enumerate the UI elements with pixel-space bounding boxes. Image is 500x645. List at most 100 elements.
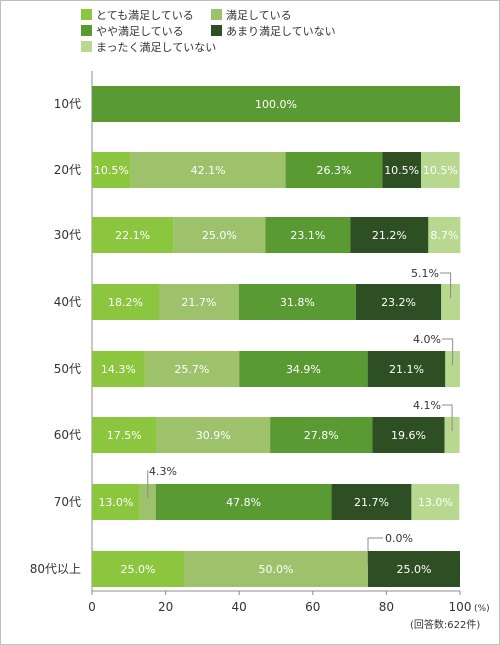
bar-value-label: 27.8% <box>304 429 339 442</box>
callout-label: 4.3% <box>149 465 177 478</box>
bar-segment <box>92 217 174 253</box>
bar-value-label: 19.6% <box>391 429 426 442</box>
bar-segment <box>368 551 460 587</box>
bar-segment <box>238 284 356 320</box>
category-label: 10代 <box>54 97 81 111</box>
x-tick-label: 0 <box>88 600 96 614</box>
category-label: 50代 <box>54 362 81 376</box>
bar-segment <box>130 152 286 188</box>
category-label: 60代 <box>54 428 81 442</box>
bar-segment <box>92 284 159 320</box>
note-label: (回答数:622件) <box>410 618 480 631</box>
bar-segment <box>441 284 460 320</box>
category-label: 30代 <box>54 228 81 242</box>
bar-value-label: 31.8% <box>280 296 315 309</box>
callout-leader <box>441 404 453 431</box>
legend-swatch <box>81 9 92 20</box>
bar-segment <box>331 484 412 520</box>
x-tick-label: 60 <box>305 600 320 614</box>
bar-segment <box>270 417 373 453</box>
x-tick-label: 40 <box>232 600 247 614</box>
legend-swatch <box>81 41 92 52</box>
bar-value-label: 25.0% <box>397 563 432 576</box>
bar-segment <box>265 217 351 253</box>
category-label: 40代 <box>54 295 81 309</box>
bar-segment <box>92 152 131 188</box>
bar-value-label: 18.2% <box>108 296 143 309</box>
legend-label: 満足している <box>226 9 292 22</box>
bar-segment <box>367 351 446 387</box>
callout-label: 4.1% <box>413 399 441 412</box>
bar-segment <box>285 152 383 188</box>
bar-segment <box>92 351 145 387</box>
x-unit-label: (%) <box>474 604 490 614</box>
bar-segment <box>184 551 368 587</box>
bar-value-label: 34.9% <box>286 363 321 376</box>
category-label: 20代 <box>54 163 81 177</box>
bar-value-label: 23.1% <box>290 229 325 242</box>
bar-segment <box>382 152 421 188</box>
bar-segment <box>372 417 445 453</box>
bar-value-label: 42.1% <box>191 164 226 177</box>
bar-value-label: 14.3% <box>101 363 136 376</box>
callout-leader <box>147 470 149 498</box>
bar-segment <box>411 484 460 520</box>
x-tick-label: 20 <box>158 600 173 614</box>
bar-value-label: 8.7% <box>430 229 458 242</box>
bar-segment <box>92 551 184 587</box>
bar-value-label: 100.0% <box>255 98 297 111</box>
callout-label: 0.0% <box>385 532 413 545</box>
bar-segment <box>92 86 460 122</box>
bar-value-label: 47.8% <box>226 496 261 509</box>
legend-label: あまり満足していない <box>226 25 336 38</box>
bar-segment <box>144 351 240 387</box>
bar-segment <box>92 417 157 453</box>
bar-value-label: 23.2% <box>381 296 416 309</box>
category-label: 80代以上 <box>30 562 81 576</box>
bar-value-label: 50.0% <box>259 563 294 576</box>
callout-leader <box>439 272 452 298</box>
legend-swatch <box>211 9 222 20</box>
x-tick-label: 100 <box>449 600 472 614</box>
bar-value-label: 25.7% <box>174 363 209 376</box>
bar-segment <box>355 284 442 320</box>
bar-value-label: 13.0% <box>98 496 133 509</box>
bar-value-label: 26.3% <box>316 164 351 177</box>
category-label: 70代 <box>54 495 81 509</box>
bar-value-label: 21.7% <box>354 496 389 509</box>
bar-segment <box>444 417 460 453</box>
bar-value-label: 25.0% <box>202 229 237 242</box>
bar-segment <box>428 217 461 253</box>
bar-value-label: 21.2% <box>372 229 407 242</box>
bar-value-label: 21.1% <box>389 363 424 376</box>
bar-segment <box>445 351 460 387</box>
x-tick-label: 80 <box>379 600 394 614</box>
bar-value-label: 17.5% <box>107 429 142 442</box>
bar-segment <box>239 351 368 387</box>
bar-segment <box>92 484 140 520</box>
bar-segment <box>139 484 156 520</box>
bar-segment <box>350 217 429 253</box>
bar-value-label: 21.7% <box>181 296 216 309</box>
bar-value-label: 10.5% <box>423 164 458 177</box>
legend-swatch <box>81 25 92 36</box>
bar-segment <box>173 217 266 253</box>
bar-value-label: 25.0% <box>121 563 156 576</box>
bar-value-label: 10.5% <box>384 164 419 177</box>
bar-segment <box>156 417 271 453</box>
bar-segment <box>155 484 332 520</box>
legend-label: まったく満足していない <box>96 41 217 54</box>
bar-segment <box>420 152 460 188</box>
legend-label: やや満足している <box>96 25 184 38</box>
bar-value-label: 22.1% <box>115 229 150 242</box>
legend-label: とても満足している <box>96 9 194 22</box>
callout-label: 5.1% <box>411 267 439 280</box>
bar-value-label: 10.5% <box>94 164 129 177</box>
bar-segment <box>158 284 239 320</box>
legend-swatch <box>211 25 222 36</box>
callout-label: 4.0% <box>413 333 441 346</box>
bar-value-label: 30.9% <box>196 429 231 442</box>
bar-value-label: 13.0% <box>418 496 453 509</box>
